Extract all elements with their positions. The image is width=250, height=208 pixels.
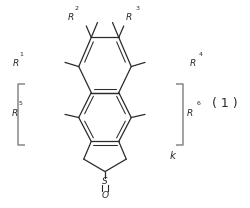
Text: 3: 3: [136, 6, 140, 11]
Text: R: R: [12, 109, 18, 118]
Text: R: R: [126, 13, 132, 22]
Text: S: S: [102, 177, 108, 186]
Text: ( 1 ): ( 1 ): [212, 98, 238, 110]
Text: 2: 2: [74, 6, 78, 11]
Text: R: R: [68, 13, 74, 22]
Text: R: R: [12, 59, 19, 68]
Text: R: R: [189, 59, 196, 68]
Text: k: k: [170, 151, 176, 161]
Text: 1: 1: [20, 52, 24, 57]
Text: O: O: [102, 191, 108, 200]
Text: R: R: [187, 109, 193, 118]
Text: 4: 4: [198, 52, 202, 57]
Text: 6: 6: [196, 102, 200, 106]
Text: 5: 5: [19, 102, 22, 106]
